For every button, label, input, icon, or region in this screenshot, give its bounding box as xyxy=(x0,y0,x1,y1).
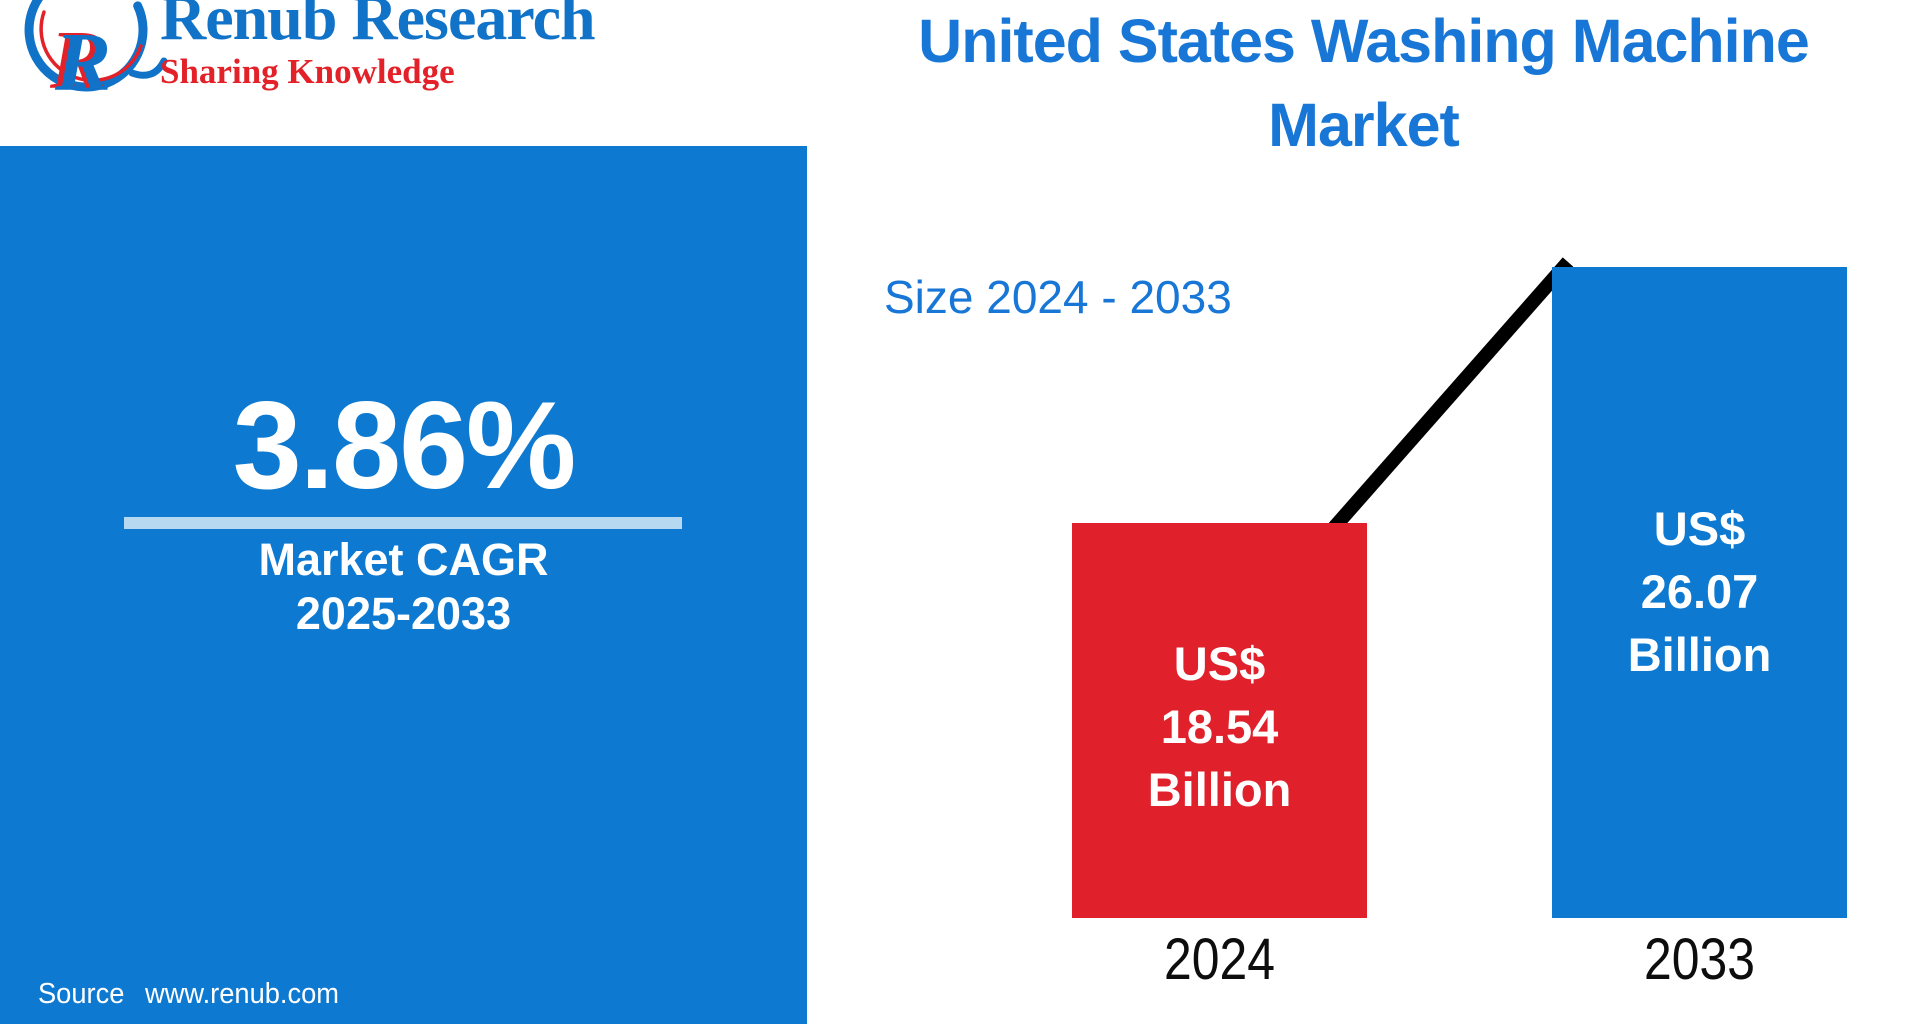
cagr-panel: 3.86% Market CAGR 2025-2033 Source www.re… xyxy=(0,146,807,1024)
renub-logo: R R Renub Research Sharing Knowledge xyxy=(0,0,700,150)
cagr-label: Market CAGR xyxy=(258,534,549,585)
bar-2033-value-currency: US$ xyxy=(1653,502,1746,556)
source-label: Source xyxy=(38,978,125,1010)
svg-text:R: R xyxy=(49,14,106,107)
axis-label-2024: 2024 xyxy=(1164,927,1275,992)
chart-subtitle: Size 2024 - 2033 xyxy=(884,271,1232,323)
bar-2024-value-unit: Billion xyxy=(1147,762,1292,816)
svg-text:R: R xyxy=(54,16,111,109)
renub-monogram-icon: R R xyxy=(24,0,168,109)
cagr-divider xyxy=(124,517,682,529)
cagr-value: 3.86% xyxy=(232,377,577,515)
bar-2033-value-number: 26.07 xyxy=(1640,565,1759,619)
bar-2033: US$ 26.07 Billion xyxy=(1552,267,1847,918)
axis-label-2033: 2033 xyxy=(1644,927,1755,992)
cagr-period: 2025-2033 xyxy=(295,588,512,639)
page-title-line2: Market xyxy=(1268,91,1460,160)
logo-text: Renub Research Sharing Knowledge xyxy=(160,0,596,91)
brand-tagline: Sharing Knowledge xyxy=(160,52,455,91)
bar-2033-value-unit: Billion xyxy=(1627,627,1772,681)
brand-name: Renub Research xyxy=(160,0,596,53)
bar-2024-value-currency: US$ xyxy=(1173,637,1266,691)
bar-2024-value-number: 18.54 xyxy=(1160,700,1279,754)
bar-2024: US$ 18.54 Billion xyxy=(1072,523,1367,918)
page-title: United States Washing Machine Market xyxy=(807,6,1920,160)
source-url: www.renub.com xyxy=(145,978,339,1010)
source-line: Source www.renub.com xyxy=(38,978,339,1011)
page-title-line1: United States Washing Machine xyxy=(918,7,1810,75)
